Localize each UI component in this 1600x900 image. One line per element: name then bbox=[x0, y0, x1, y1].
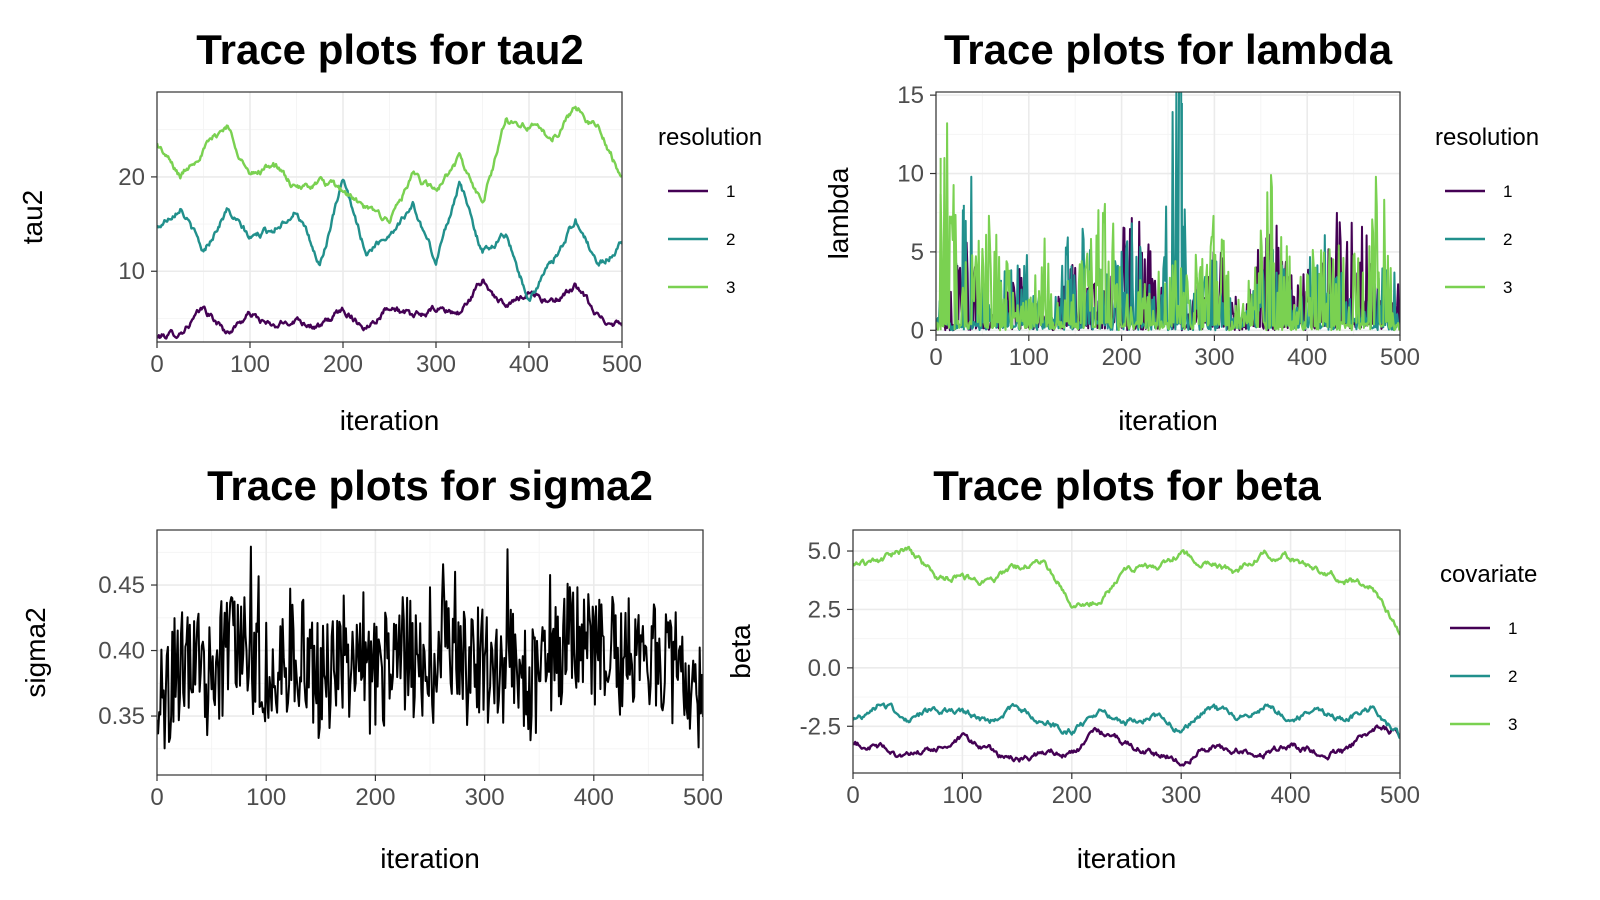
panel-sigma2: 0 100 200 300 400 500 0.35 0.40 0.45 Trace plots … bbox=[20, 462, 723, 874]
x-axis-label: iteration bbox=[380, 843, 480, 874]
x-tick-label: 500 bbox=[683, 784, 723, 811]
x-tick-label: 300 bbox=[416, 351, 456, 378]
plot-frame bbox=[935, 91, 1401, 336]
plot-frame bbox=[156, 529, 704, 776]
x-tick-label: 0 bbox=[929, 344, 942, 371]
series-line-1 bbox=[157, 278, 622, 340]
legend-entry-label: 2 bbox=[1503, 230, 1512, 249]
y-axis-label: sigma2 bbox=[20, 607, 51, 697]
x-tick-label: 0 bbox=[150, 784, 163, 811]
x-tick-label: 0 bbox=[846, 782, 859, 809]
y-tick-label: 0 bbox=[911, 317, 924, 344]
y-axis-label: lambda bbox=[823, 167, 854, 259]
panel-lambda: 0 100 200 300 400 500 0 5 10 15 Trace plots for la… bbox=[823, 26, 1539, 436]
x-tick-label: 400 bbox=[1287, 344, 1327, 371]
x-tick-label: 100 bbox=[1009, 344, 1049, 371]
x-axis-label: iteration bbox=[1077, 843, 1177, 874]
series-line-1 bbox=[853, 724, 1400, 767]
series-line-3 bbox=[157, 105, 622, 225]
x-tick-label: 300 bbox=[465, 784, 505, 811]
y-tick-label: -2.5 bbox=[800, 713, 841, 740]
x-axis-label: iteration bbox=[1118, 405, 1218, 436]
x-tick-label: 100 bbox=[230, 351, 270, 378]
y-tick-label: 0.45 bbox=[98, 572, 145, 599]
legend-entry-label: 1 bbox=[1503, 182, 1512, 201]
x-tick-label: 200 bbox=[355, 784, 395, 811]
y-tick-label: 10 bbox=[118, 258, 145, 285]
y-tick-label: 5 bbox=[911, 239, 924, 266]
x-tick-label: 400 bbox=[574, 784, 614, 811]
chart-title: Trace plots for lambda bbox=[944, 26, 1393, 73]
x-tick-label: 500 bbox=[1380, 782, 1420, 809]
legend: covariate 1 2 3 bbox=[1440, 561, 1537, 734]
legend-entry-label: 3 bbox=[726, 278, 735, 297]
y-tick-label: 5.0 bbox=[808, 538, 841, 565]
x-tick-label: 500 bbox=[602, 351, 642, 378]
x-axis-label: iteration bbox=[340, 405, 440, 436]
series-line-3 bbox=[936, 122, 1400, 332]
x-tick-label: 100 bbox=[246, 784, 286, 811]
y-tick-label: 0.0 bbox=[808, 655, 841, 682]
legend-title: covariate bbox=[1440, 561, 1537, 588]
legend-entry-label: 3 bbox=[1503, 278, 1512, 297]
y-tick-label: 15 bbox=[897, 82, 924, 109]
legend-title: resolution bbox=[1435, 124, 1539, 151]
legend-entry-label: 2 bbox=[726, 230, 735, 249]
legend-entry-label: 1 bbox=[1508, 619, 1517, 638]
y-axis-label: beta bbox=[725, 624, 756, 679]
chart-title: Trace plots for beta bbox=[933, 462, 1321, 509]
legend-entry-label: 3 bbox=[1508, 715, 1517, 734]
series-line-trace bbox=[157, 545, 703, 750]
legend: resolution 1 2 3 bbox=[1435, 124, 1539, 297]
legend-title: resolution bbox=[658, 124, 762, 151]
x-tick-label: 300 bbox=[1161, 782, 1201, 809]
x-tick-label: 400 bbox=[509, 351, 549, 378]
y-tick-label: 0.40 bbox=[98, 638, 145, 665]
x-tick-label: 200 bbox=[1052, 782, 1092, 809]
legend-entry-label: 1 bbox=[726, 182, 735, 201]
y-tick-label: 0.35 bbox=[98, 703, 145, 730]
chart-title: Trace plots for tau2 bbox=[196, 26, 583, 73]
x-tick-label: 400 bbox=[1271, 782, 1311, 809]
y-tick-label: 20 bbox=[118, 164, 145, 191]
y-tick-label: 2.5 bbox=[808, 596, 841, 623]
x-tick-label: 100 bbox=[942, 782, 982, 809]
panel-tau2: 0 100 200 300 400 500 10 20 Trace plots for tau2… bbox=[17, 26, 762, 436]
plot-frame bbox=[156, 91, 623, 343]
x-tick-label: 500 bbox=[1380, 344, 1420, 371]
plot-frame bbox=[852, 529, 1401, 774]
x-tick-label: 200 bbox=[1102, 344, 1142, 371]
x-tick-label: 0 bbox=[150, 351, 163, 378]
chart-title: Trace plots for sigma2 bbox=[207, 462, 653, 509]
legend: resolution 1 2 3 bbox=[658, 124, 762, 297]
series-line-2 bbox=[157, 178, 622, 302]
x-tick-label: 200 bbox=[323, 351, 363, 378]
series-line-2 bbox=[853, 702, 1400, 740]
series-line-3 bbox=[853, 545, 1400, 636]
y-axis-label: tau2 bbox=[17, 190, 48, 245]
y-tick-label: 10 bbox=[897, 161, 924, 188]
panel-beta: 0 100 200 300 400 500 -2.5 0.0 2.5 5.0 Trace plots… bbox=[725, 462, 1537, 874]
legend-entry-label: 2 bbox=[1508, 667, 1517, 686]
x-tick-label: 300 bbox=[1194, 344, 1234, 371]
